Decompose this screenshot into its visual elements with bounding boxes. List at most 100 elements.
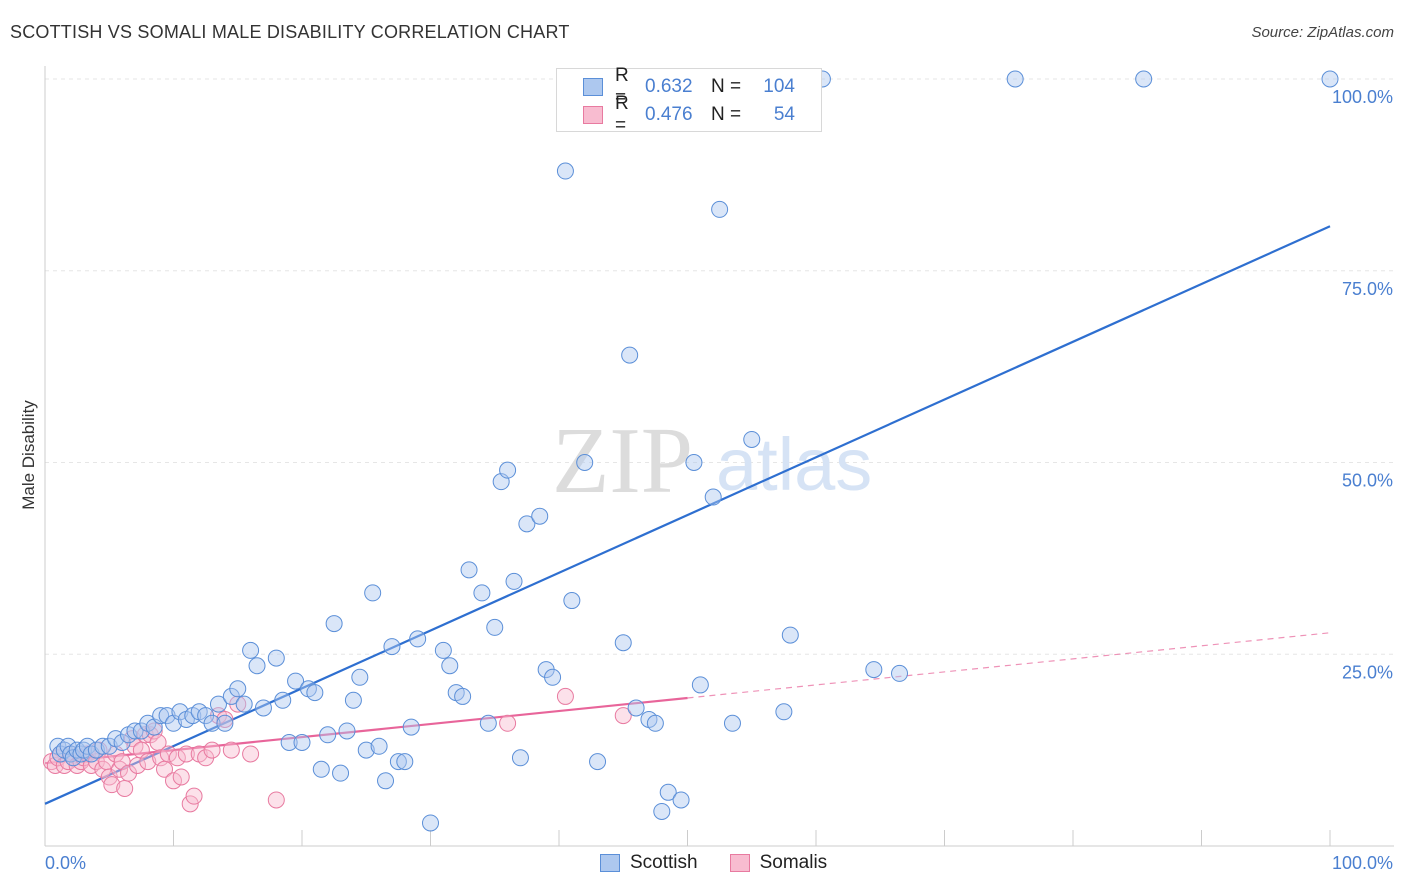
scottish-point: [563, 592, 581, 610]
tick-labels: 25.0% 50.0% 75.0% 100.0% 0.0% 100.0%: [45, 87, 1393, 873]
scottish-point: [627, 699, 645, 717]
somalis-point: [185, 787, 203, 805]
somalis-point: [103, 776, 121, 794]
scottish-point: [614, 634, 632, 652]
gridlines: [45, 78, 1394, 655]
scottish-point: [409, 630, 427, 648]
source-note: Source: ZipAtlas.com: [1251, 24, 1394, 41]
y-tick-label: 25.0%: [1342, 662, 1393, 682]
legend-r-label: R =: [615, 65, 629, 108]
watermark-atlas: atlas: [716, 423, 872, 506]
legend-n-value: 104: [763, 76, 795, 97]
legend-row-somalis: R = 0.476 N = 54: [583, 93, 795, 136]
scottish-point: [126, 722, 144, 740]
series-swatch-scottish: [600, 854, 620, 872]
scottish-point: [402, 718, 420, 736]
scottish-points: [49, 70, 1339, 832]
scottish-point: [743, 430, 761, 448]
scottish-point: [209, 695, 227, 713]
watermark-zip: ZIP: [552, 409, 693, 513]
scottish-point: [280, 733, 298, 751]
somalis-point: [216, 710, 234, 728]
axes: [44, 66, 1394, 847]
legend-r-value: 0.476: [645, 104, 693, 125]
somalis-point: [116, 779, 134, 797]
scottish-point: [454, 687, 472, 705]
scottish-point: [1321, 70, 1339, 88]
scottish-point: [248, 657, 266, 675]
scottish-point: [653, 802, 671, 820]
somalis-point: [499, 714, 517, 732]
scottish-point: [1135, 70, 1153, 88]
scottish-point: [775, 703, 793, 721]
scottish-point: [383, 638, 401, 656]
scottish-point: [94, 737, 112, 755]
scottish-point: [229, 680, 247, 698]
scottish-point: [659, 783, 677, 801]
somalis-point: [222, 741, 240, 759]
scottish-point: [576, 454, 594, 471]
scottish-point: [254, 699, 272, 717]
scottish-point: [499, 461, 517, 479]
somalis-point: [556, 687, 574, 705]
scottish-point: [312, 760, 330, 778]
x-tick-label: 0.0%: [45, 853, 86, 873]
series-legend: Scottish Somalis: [600, 852, 859, 874]
scottish-point: [396, 753, 414, 771]
scottish-point: [691, 676, 709, 694]
scottish-point: [711, 200, 729, 218]
scottish-point: [216, 714, 234, 732]
scottish-point: [306, 684, 324, 702]
legend-row-scottish: R = 0.632 N = 104: [583, 65, 795, 108]
series-label-scottish: Scottish: [630, 852, 698, 873]
scottish-point: [242, 641, 260, 659]
scottish-point: [152, 707, 170, 725]
scottish-point: [685, 454, 703, 471]
somalis-point: [181, 795, 199, 813]
scottish-point: [672, 791, 690, 809]
legend-r-label: R =: [615, 93, 629, 136]
scottish-point: [865, 661, 883, 679]
scottish-trendline: [44, 225, 1331, 805]
scottish-point: [460, 561, 478, 579]
scottish-point: [287, 672, 305, 690]
y-tick-label: 75.0%: [1342, 279, 1393, 299]
scottish-point: [203, 714, 221, 732]
scottish-point: [621, 346, 639, 364]
legend-swatch-somalis: [583, 106, 603, 124]
scottish-point: [319, 726, 337, 744]
somalis-point: [168, 749, 186, 767]
series-legend-somalis[interactable]: Somalis: [729, 852, 827, 874]
scottish-point: [370, 737, 388, 755]
scottish-point: [325, 615, 343, 633]
scottish-point: [891, 664, 909, 682]
scottish-point: [235, 695, 253, 713]
x-tick-label: 100.0%: [1332, 853, 1393, 873]
legend-r-value: 0.632: [645, 76, 693, 97]
somalis-point: [172, 768, 190, 786]
y-axis-label: Male Disability: [19, 400, 38, 510]
scottish-point: [556, 162, 574, 180]
somalis-point: [159, 745, 177, 763]
scottish-point: [781, 626, 799, 644]
somalis-point: [242, 745, 260, 763]
scottish-point: [486, 618, 504, 636]
scottish-point: [723, 714, 741, 732]
scottish-point: [357, 741, 375, 759]
scottish-point: [1006, 70, 1024, 88]
somalis-point: [177, 745, 195, 763]
somalis-point: [203, 741, 221, 759]
scottish-point: [511, 749, 529, 767]
somalis-point: [165, 772, 182, 790]
scottish-point: [531, 507, 549, 525]
scottish-point: [441, 657, 459, 675]
scottish-point: [267, 649, 285, 667]
scottish-point: [364, 584, 382, 602]
scottish-point: [479, 714, 497, 732]
chart-title: SCOTTISH VS SOMALI MALE DISABILITY CORRE…: [10, 22, 570, 42]
series-legend-scottish[interactable]: Scottish: [600, 852, 698, 874]
scottish-point: [704, 488, 722, 506]
legend-swatch-scottish: [583, 78, 603, 96]
scottish-point: [344, 691, 362, 709]
y-tick-label: 100.0%: [1332, 87, 1393, 107]
